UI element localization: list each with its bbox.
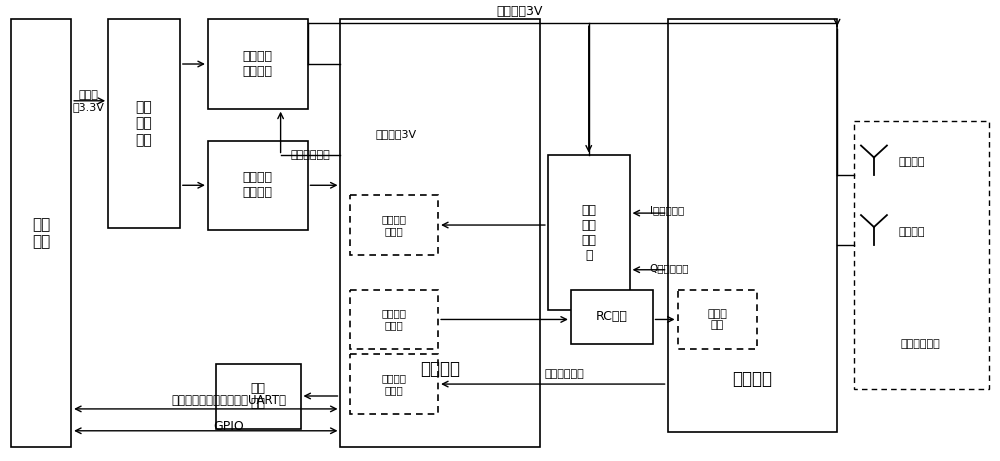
Text: 模拟数字
转换器: 模拟数字 转换器 xyxy=(382,373,407,395)
Text: GPIO: GPIO xyxy=(213,420,244,433)
Text: 射频芯片: 射频芯片 xyxy=(732,370,772,388)
Bar xyxy=(548,155,630,309)
Bar xyxy=(11,19,71,447)
Text: 模拟降压
转换电路: 模拟降压 转换电路 xyxy=(243,50,273,78)
Text: 电源
保护
电路: 电源 保护 电路 xyxy=(136,100,152,147)
Text: 发射天线: 发射天线 xyxy=(899,157,925,167)
Text: 数字降压
转换电路: 数字降压 转换电路 xyxy=(243,171,273,199)
Bar xyxy=(350,195,438,255)
Text: 数字电源3V: 数字电源3V xyxy=(375,129,416,139)
Text: 通用异步收发串行总线（UART）: 通用异步收发串行总线（UART） xyxy=(171,395,286,408)
Bar xyxy=(678,290,757,349)
Bar xyxy=(350,354,438,414)
Text: 电源输
入3.3V: 电源输 入3.3V xyxy=(72,90,104,112)
Text: 模拟数字
转换器: 模拟数字 转换器 xyxy=(382,214,407,236)
Bar xyxy=(571,290,653,344)
Text: RC滤波: RC滤波 xyxy=(596,310,628,323)
Bar xyxy=(108,19,180,228)
Text: I路中频信号: I路中频信号 xyxy=(650,205,684,215)
Bar xyxy=(216,364,301,429)
Bar xyxy=(208,19,308,109)
Bar xyxy=(350,290,438,349)
Bar xyxy=(208,141,308,230)
Text: 数字模拟
转换器: 数字模拟 转换器 xyxy=(382,309,407,330)
Bar xyxy=(668,19,837,432)
Text: 加密
芯片: 加密 芯片 xyxy=(250,382,265,410)
Bar xyxy=(854,121,989,389)
Text: 模拟电源3V: 模拟电源3V xyxy=(497,5,543,18)
Text: 有源
带通
滤波
器: 有源 带通 滤波 器 xyxy=(581,204,596,262)
Text: 主控芯片: 主控芯片 xyxy=(420,360,460,378)
Text: Q路中频信号: Q路中频信号 xyxy=(650,263,689,273)
Bar xyxy=(340,19,540,447)
Text: 压控振
荡器: 压控振 荡器 xyxy=(707,309,727,330)
Text: 对外
接口: 对外 接口 xyxy=(32,217,50,249)
Text: 接收天线: 接收天线 xyxy=(899,227,925,237)
Text: 微带天线阵列: 微带天线阵列 xyxy=(901,339,941,349)
Text: 模拟电源控制: 模拟电源控制 xyxy=(291,150,330,160)
Text: 温度补偿电压: 温度补偿电压 xyxy=(545,369,585,379)
